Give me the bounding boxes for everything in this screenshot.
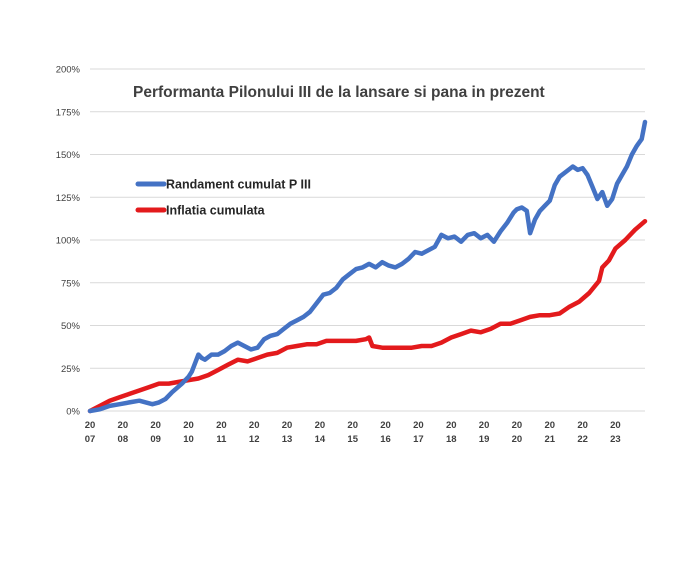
x-tick-label-top: 20 bbox=[347, 420, 358, 431]
x-tick-label-top: 20 bbox=[413, 420, 424, 431]
x-tick-label-bottom: 19 bbox=[479, 434, 490, 445]
x-tick-label-bottom: 23 bbox=[610, 434, 621, 445]
x-tick-label-top: 20 bbox=[380, 420, 391, 431]
x-tick-label-top: 20 bbox=[446, 420, 457, 431]
y-tick-label: 75% bbox=[61, 278, 81, 289]
x-tick-label-bottom: 16 bbox=[380, 434, 391, 445]
x-tick-label-top: 20 bbox=[216, 420, 227, 431]
y-tick-label: 150% bbox=[56, 150, 81, 161]
x-tick-label-bottom: 20 bbox=[512, 434, 523, 445]
legend-label-series-0: Randament cumulat P III bbox=[166, 178, 311, 192]
x-tick-label-bottom: 07 bbox=[85, 434, 96, 445]
x-tick-label-top: 20 bbox=[282, 420, 293, 431]
x-tick-label-bottom: 21 bbox=[544, 434, 555, 445]
x-tick-label-top: 20 bbox=[315, 420, 326, 431]
y-tick-label: 25% bbox=[61, 364, 81, 375]
x-tick-label-bottom: 22 bbox=[577, 434, 588, 445]
x-axis-ticks: 20 07 20 08 20 09 20 10 20 11 20 12 20 13 20 14 20 15 20 16… bbox=[85, 420, 621, 445]
x-tick-label-top: 20 bbox=[479, 420, 490, 431]
x-tick-label-top: 20 bbox=[118, 420, 129, 431]
x-tick-label-bottom: 08 bbox=[118, 434, 129, 445]
x-tick-label-bottom: 12 bbox=[249, 434, 260, 445]
y-tick-label: 175% bbox=[56, 107, 81, 118]
x-tick-label-top: 20 bbox=[512, 420, 523, 431]
x-tick-label-top: 20 bbox=[577, 420, 588, 431]
x-tick-label-bottom: 11 bbox=[216, 434, 227, 445]
x-tick-label-top: 20 bbox=[544, 420, 555, 431]
y-tick-label: 125% bbox=[56, 193, 81, 204]
x-tick-label-top: 20 bbox=[183, 420, 194, 431]
x-tick-label-bottom: 14 bbox=[315, 434, 326, 445]
grid-lines bbox=[90, 68, 645, 412]
x-tick-label-top: 20 bbox=[610, 420, 621, 431]
series-line-0 bbox=[87, 119, 648, 414]
x-tick-label-bottom: 15 bbox=[347, 434, 358, 445]
x-tick-label-bottom: 13 bbox=[282, 434, 293, 445]
x-tick-label-top: 20 bbox=[150, 420, 161, 431]
series-line-1 bbox=[87, 218, 648, 414]
legend-label-series-1: Inflatia cumulata bbox=[166, 204, 266, 218]
legend: Randament cumulat P III Inflatia cumulat… bbox=[135, 178, 311, 218]
x-tick-label-bottom: 09 bbox=[150, 434, 161, 445]
x-tick-label-bottom: 17 bbox=[413, 434, 424, 445]
x-tick-label-top: 20 bbox=[249, 420, 260, 431]
series-lines bbox=[87, 119, 648, 414]
y-tick-label: 200% bbox=[56, 65, 81, 76]
x-tick-label-bottom: 18 bbox=[446, 434, 457, 445]
y-tick-label: 100% bbox=[56, 236, 81, 247]
chart-title: Performanta Pilonului III de la lansare … bbox=[133, 84, 545, 101]
x-tick-label-bottom: 10 bbox=[183, 434, 194, 445]
y-axis-ticks: 0% 25% 50% 75% 100% 125% 150% 175% 200% bbox=[56, 65, 81, 418]
y-tick-label: 0% bbox=[66, 407, 80, 418]
x-tick-label-top: 20 bbox=[85, 420, 96, 431]
y-tick-label: 50% bbox=[61, 321, 81, 332]
